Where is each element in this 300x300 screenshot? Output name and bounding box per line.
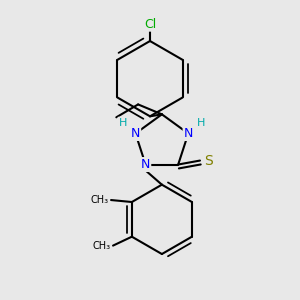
Text: CH₃: CH₃ <box>91 195 109 205</box>
Text: CH₃: CH₃ <box>93 241 111 250</box>
Text: N: N <box>141 158 150 171</box>
Text: H: H <box>197 118 205 128</box>
Text: N: N <box>184 127 193 140</box>
Text: N: N <box>131 127 140 140</box>
Text: H: H <box>118 118 127 128</box>
Text: S: S <box>205 154 213 168</box>
Text: Cl: Cl <box>144 18 156 31</box>
